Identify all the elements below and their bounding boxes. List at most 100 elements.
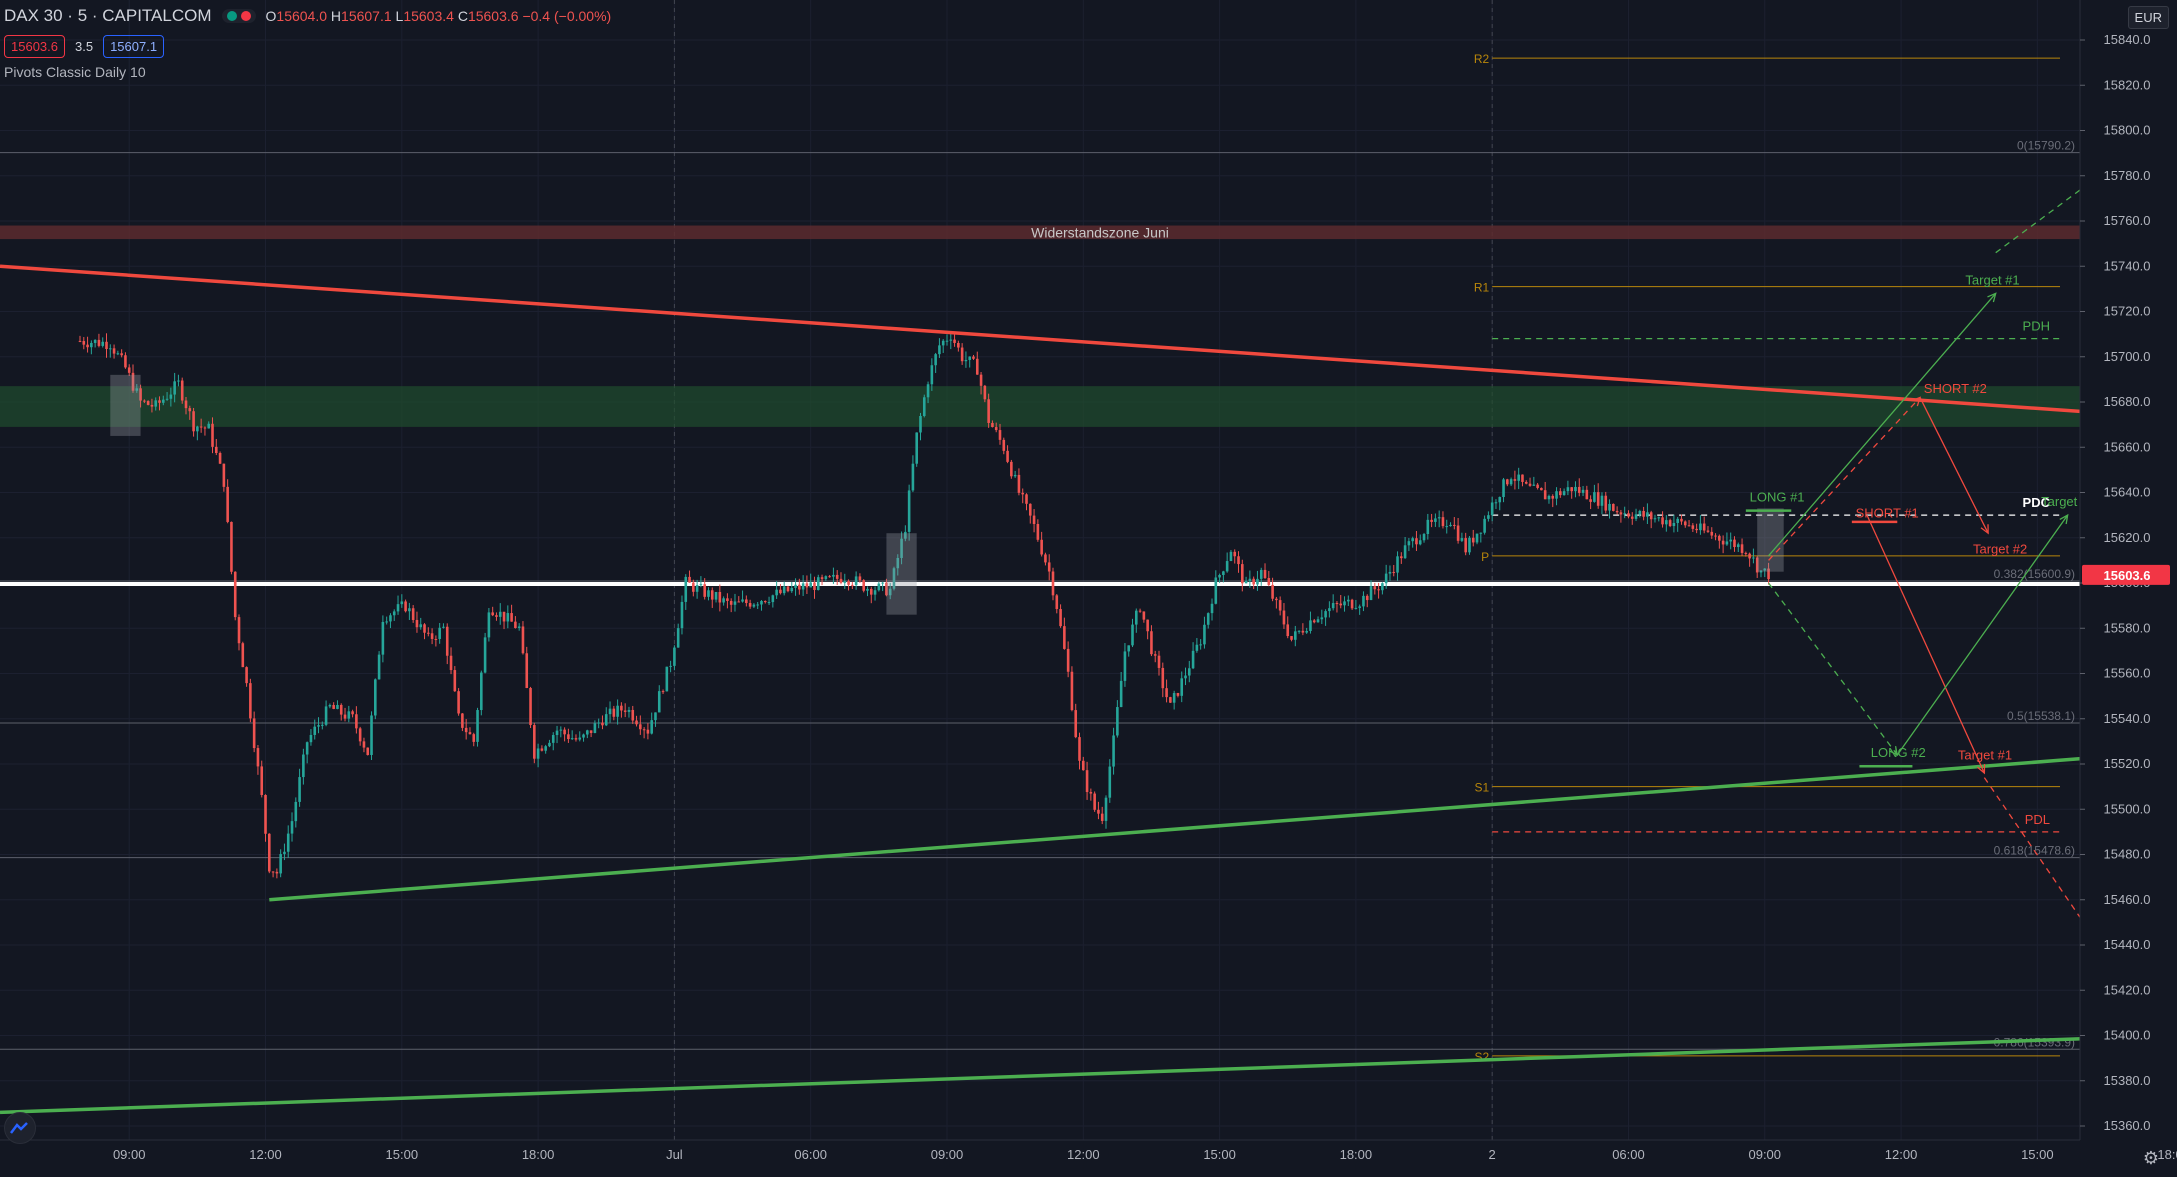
- candle-body: [1593, 492, 1596, 502]
- candle-body: [196, 426, 199, 432]
- settings-gear-icon[interactable]: ⚙: [2142, 1148, 2159, 1168]
- candle-body: [1153, 654, 1157, 656]
- candle-body: [1294, 631, 1297, 640]
- candle-body: [1267, 577, 1271, 585]
- candle-body: [1400, 556, 1403, 559]
- candle-body: [574, 738, 578, 740]
- candle-body: [1377, 589, 1380, 591]
- candle-body: [578, 737, 582, 740]
- indicator-title: Pivots Classic Daily 10: [4, 64, 146, 80]
- candle-body: [710, 590, 714, 600]
- time-tick-label: 06:00: [1612, 1147, 1645, 1162]
- candle-body: [771, 595, 775, 603]
- buy-price-button[interactable]: 15607.1: [103, 35, 165, 58]
- symbol-title: DAX 30 · 5 · CAPITALCOM: [4, 6, 212, 25]
- candle-body: [809, 582, 812, 588]
- candle-body: [1112, 735, 1115, 767]
- price-tick-label: 15620.0: [2104, 530, 2151, 545]
- candle-body: [377, 654, 381, 680]
- price-tick-label: 15760.0: [2104, 213, 2151, 228]
- candle-body: [559, 729, 563, 731]
- candle-body: [1725, 541, 1729, 545]
- candle-body: [1078, 737, 1081, 761]
- candle-body: [324, 706, 328, 725]
- candle-body: [1199, 644, 1202, 646]
- candle-body: [1138, 610, 1142, 612]
- candle-body: [752, 604, 756, 607]
- candle-body: [525, 653, 529, 689]
- status-dots[interactable]: [221, 9, 256, 23]
- candle-body: [1010, 461, 1013, 477]
- price-tick-label: 15360.0: [2104, 1118, 2151, 1133]
- candle-body: [442, 626, 445, 628]
- candle-body: [786, 586, 790, 592]
- candle-body: [1316, 619, 1320, 623]
- candle-body: [408, 608, 411, 612]
- candle-body: [957, 342, 960, 348]
- trade-arrow: [1768, 397, 1921, 561]
- candle-body: [124, 355, 127, 368]
- indicator-legend[interactable]: Pivots Classic Daily 10: [4, 64, 146, 80]
- trade-annotation-label: LONG #2: [1871, 745, 1926, 760]
- trade-arrow: [1896, 514, 2069, 756]
- candle-body: [260, 766, 264, 795]
- candle-body: [275, 871, 279, 874]
- price-tick-label: 15780.0: [2104, 168, 2151, 183]
- price-tick-label: 15520.0: [2104, 756, 2151, 771]
- time-tick-label: 09:00: [113, 1147, 146, 1162]
- spread-value: 3.5: [75, 39, 94, 54]
- candle-body: [1752, 557, 1755, 559]
- candle-body: [1297, 630, 1301, 632]
- candle-body: [1074, 710, 1078, 738]
- candle-body: [851, 584, 854, 586]
- candle-body: [502, 611, 506, 622]
- candle-body: [434, 638, 438, 640]
- candle-body: [1275, 598, 1278, 601]
- candle-body: [1638, 510, 1642, 515]
- candle-body: [854, 576, 858, 586]
- candle-body: [453, 670, 457, 692]
- candle-body: [563, 729, 566, 735]
- candle-body: [169, 394, 173, 399]
- candle-body: [131, 372, 135, 391]
- candle-body: [680, 601, 684, 629]
- candle-body: [654, 712, 657, 721]
- tradingview-logo[interactable]: [4, 1112, 36, 1144]
- price-tick-label: 15660.0: [2104, 439, 2151, 454]
- candle-body: [146, 401, 150, 405]
- sell-price-button[interactable]: 15603.6: [4, 35, 65, 58]
- levels-layer: 0(15790.2)0.382(15600.9)0.5(15538.1)0.61…: [0, 52, 2080, 1064]
- candle-body: [1536, 484, 1539, 488]
- candle-body: [975, 358, 979, 375]
- candle-body: [1017, 474, 1021, 493]
- change-value: −0.4 (−0.00%): [522, 8, 612, 24]
- candle-body: [1422, 534, 1426, 541]
- candle-body: [1203, 624, 1206, 645]
- candle-body: [419, 624, 423, 628]
- candle-body: [332, 705, 335, 709]
- candle-body: [127, 367, 131, 373]
- price-tick-label: 15500.0: [2104, 801, 2151, 816]
- candle-body: [449, 655, 453, 671]
- candle-body: [540, 748, 544, 751]
- candle-body: [1025, 494, 1028, 504]
- candle-body: [1301, 630, 1305, 633]
- currency-button[interactable]: EUR: [2127, 6, 2169, 29]
- candle-body: [1233, 551, 1237, 557]
- candle-body: [1759, 570, 1763, 573]
- candle-body: [1165, 688, 1168, 698]
- candle-body: [1222, 571, 1225, 575]
- candle-body: [468, 732, 472, 735]
- candle-body: [1475, 533, 1479, 543]
- symbol-legend[interactable]: DAX 30 · 5 · CAPITALCOM O15604.0 H15607.…: [4, 6, 611, 26]
- price-tick-label: 15560.0: [2104, 666, 2151, 681]
- time-tick-label: 15:00: [1203, 1147, 1236, 1162]
- candle-body: [1494, 502, 1498, 504]
- candle-body: [1460, 538, 1464, 541]
- candle-body: [1585, 489, 1589, 500]
- candle-body: [915, 432, 919, 464]
- candle-body: [953, 339, 956, 343]
- candle-body: [510, 613, 513, 622]
- candle-body: [684, 576, 688, 602]
